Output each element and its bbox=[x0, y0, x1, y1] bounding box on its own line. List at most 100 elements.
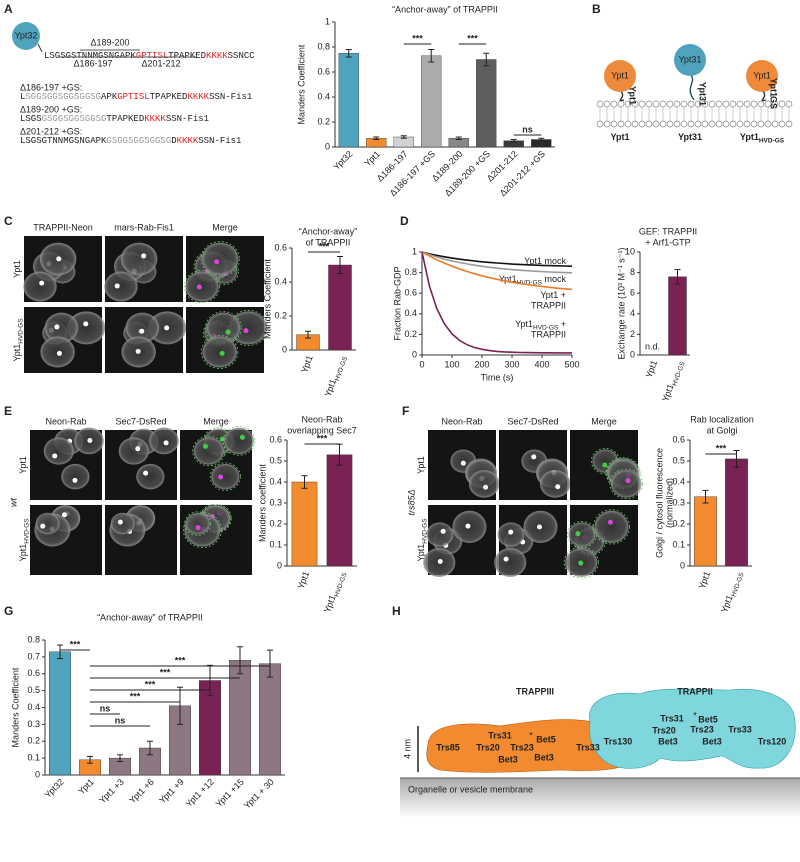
x-tick-label: Ypt1 +9 bbox=[157, 777, 186, 806]
lipid-head bbox=[764, 120, 772, 128]
trappii-shape bbox=[589, 688, 796, 769]
error-bar bbox=[301, 475, 308, 489]
cells bbox=[450, 449, 500, 498]
panel-label: C bbox=[4, 214, 13, 228]
lipid-head bbox=[729, 120, 737, 128]
chart-title: Neon-Rab bbox=[301, 414, 342, 424]
lipid-head bbox=[750, 120, 758, 128]
cell-outline bbox=[227, 310, 269, 346]
panel-label: H bbox=[392, 604, 401, 618]
sequence: LSGSGTNNMGSNGAPKGSGGSGGSGGSGDKKKKSSN-Fis… bbox=[20, 136, 241, 146]
y-axis-label: Manders Coefficient bbox=[10, 667, 20, 747]
rab-label: Ypt31 bbox=[679, 54, 702, 64]
bar bbox=[326, 454, 353, 567]
spot bbox=[508, 529, 514, 535]
lipid-head bbox=[617, 120, 625, 128]
y-tick-label: 0.2 bbox=[404, 329, 417, 339]
spot bbox=[214, 259, 220, 265]
row-label: Ypt1HVD-GS bbox=[12, 318, 24, 362]
spot bbox=[503, 556, 509, 562]
lipid-head bbox=[680, 120, 688, 128]
cell bbox=[185, 271, 219, 302]
panel-label: A bbox=[4, 2, 13, 16]
x-tick-label-part: Ypt1 bbox=[296, 570, 312, 590]
y-tick-label: 0 bbox=[630, 349, 635, 359]
sequence-segment: LSGSGSTNNMGSNGAPK bbox=[44, 51, 136, 61]
cell bbox=[202, 336, 237, 368]
row-label-part: Ypt1 bbox=[18, 456, 28, 474]
y-tick-label: 0.2 bbox=[269, 518, 282, 528]
error-bar bbox=[345, 49, 352, 58]
spot bbox=[141, 253, 147, 259]
y-axis-label: Manders Coefficient bbox=[262, 259, 272, 339]
spot bbox=[87, 438, 93, 444]
panel-label: B bbox=[592, 2, 601, 16]
bar bbox=[259, 663, 282, 776]
cells bbox=[118, 427, 179, 490]
y-tick-label: 0.8 bbox=[404, 267, 417, 277]
y-tick-label: 10 bbox=[625, 246, 635, 256]
membrane-label-part: Ypt31 bbox=[678, 132, 702, 142]
cell bbox=[125, 312, 160, 343]
y-tick-label: 0.1 bbox=[269, 539, 282, 549]
y-tick-label: 0 bbox=[35, 769, 40, 779]
series-label-part: mock bbox=[542, 274, 567, 284]
subunit-label: Trs33 bbox=[728, 724, 752, 734]
error-bar bbox=[305, 330, 311, 339]
bar bbox=[725, 458, 748, 567]
cell bbox=[110, 512, 135, 535]
sequence-segment: KKKK bbox=[144, 114, 166, 124]
cell bbox=[120, 242, 158, 276]
stalk-label: Ypt1 bbox=[769, 78, 779, 97]
chart-title: “Anchor-away” bbox=[299, 226, 358, 236]
y-tick-label: 1 bbox=[412, 246, 417, 256]
x-tick-label-part: Ypt32 bbox=[332, 149, 355, 172]
membrane-label: Ypt1 bbox=[610, 132, 629, 142]
cell-outline bbox=[192, 436, 226, 467]
x-tick-label-part: Ypt1 + 30 bbox=[242, 777, 276, 811]
spot bbox=[83, 321, 89, 327]
sequence-segment: TPAPKED bbox=[106, 114, 144, 124]
x-tick-label-sub: HVD-GS bbox=[334, 355, 349, 382]
lipid-head bbox=[736, 100, 744, 108]
x-tick-label: Ypt32 bbox=[332, 149, 355, 172]
cell bbox=[224, 427, 254, 455]
spot bbox=[537, 524, 543, 530]
cell bbox=[149, 427, 179, 455]
significance-label: *** bbox=[175, 655, 186, 665]
row-label: Ypt1 bbox=[416, 456, 426, 474]
sequence: LSGGSGGSGGSGGSGAPKGPTISLTPAPKEDKKKKSSN-F… bbox=[20, 92, 252, 102]
spot bbox=[239, 434, 245, 440]
lipid-head bbox=[638, 100, 646, 108]
x-tick-label: 500 bbox=[564, 359, 579, 369]
x-tick-label: Ypt1HVD-GS bbox=[322, 569, 348, 614]
lipid-head bbox=[638, 120, 646, 128]
cells bbox=[563, 509, 630, 579]
subunit-label: Bet3 bbox=[658, 736, 678, 746]
lipid-head bbox=[722, 100, 730, 108]
cells bbox=[521, 449, 571, 498]
row-label-part: Ypt1 bbox=[416, 544, 426, 562]
series-label: Ypt1 + bbox=[540, 290, 566, 300]
column-header: Neon-Rab bbox=[45, 416, 86, 426]
cells bbox=[104, 242, 158, 302]
spot bbox=[555, 484, 561, 490]
x-tick-label: Ypt1 bbox=[76, 777, 96, 797]
spot bbox=[39, 280, 45, 286]
lipid-head bbox=[645, 100, 653, 108]
strain-label: wt bbox=[8, 498, 18, 507]
spot bbox=[139, 328, 145, 334]
spot bbox=[72, 477, 78, 483]
x-tick-label: Ypt1 bbox=[300, 354, 316, 374]
error-bar bbox=[373, 136, 380, 140]
lipid-head bbox=[750, 100, 758, 108]
y-tick-label: 0 bbox=[412, 349, 417, 359]
subunit-label: Trs120 bbox=[758, 736, 787, 746]
error-bar bbox=[207, 664, 213, 697]
bar bbox=[49, 651, 72, 776]
bar bbox=[338, 53, 359, 148]
subunit-label: Bet3 bbox=[534, 752, 554, 762]
x-tick-label-sub: HVD-GS bbox=[730, 571, 745, 598]
sequence-segment: SSN-Fis1 bbox=[209, 92, 252, 102]
spot bbox=[195, 525, 201, 531]
